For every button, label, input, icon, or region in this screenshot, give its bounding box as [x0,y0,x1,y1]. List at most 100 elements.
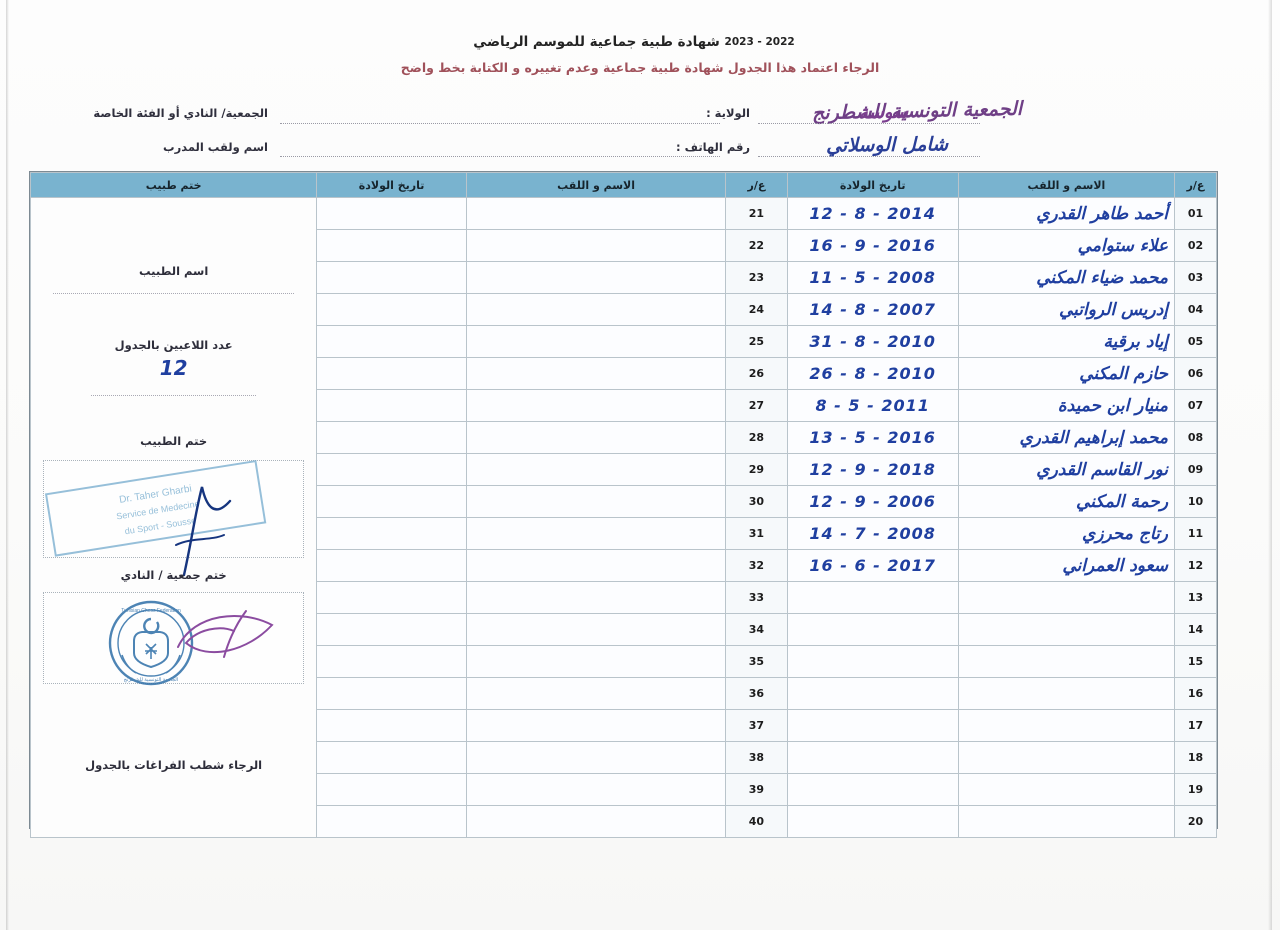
cell-name-right[interactable] [957,645,1176,678]
cell-name-left[interactable] [465,677,727,710]
cell-name-left[interactable] [465,389,727,422]
club-stamp-box[interactable]: Tunisian Chess Federation الجامعة التونس… [43,592,305,686]
cell-num-left[interactable]: 30 [725,485,788,518]
cell-name-right[interactable] [957,677,1176,710]
cell-name-left[interactable] [465,773,727,806]
cell-num-right[interactable]: 15 [1174,645,1217,678]
cell-dob-right[interactable]: 2016 - 9 - 16 [786,229,959,262]
cell-name-right[interactable] [957,773,1176,806]
cell-num-left[interactable]: 26 [725,357,788,390]
cell-dob-right[interactable]: 2008 - 7 - 14 [786,517,959,550]
cell-name-right[interactable]: منيار ابن حميدة [957,389,1176,422]
cell-name-left[interactable] [465,645,727,678]
cell-num-left[interactable]: 21 [725,197,788,230]
cell-name-right[interactable]: محمد ضياء المكني [957,261,1176,294]
cell-num-right[interactable]: 02 [1174,229,1217,262]
cell-dob-left[interactable] [316,197,467,230]
cell-dob-right[interactable]: 2018 - 9 - 12 [786,453,959,486]
cell-dob-right[interactable]: 2016 - 5 - 13 [786,421,959,454]
cell-dob-left[interactable] [316,741,467,774]
cell-name-right[interactable]: نور القاسم القدري [957,453,1176,486]
cell-num-right[interactable]: 12 [1174,549,1217,582]
cell-dob-right[interactable] [786,645,959,678]
cell-name-left[interactable] [465,741,727,774]
cell-dob-left[interactable] [316,485,467,518]
cell-num-left[interactable]: 22 [725,229,788,262]
cell-dob-left[interactable] [316,773,467,806]
cell-name-right[interactable]: محمد إبراهيم القدري [957,421,1176,454]
cell-name-left[interactable] [465,581,727,614]
cell-name-left[interactable] [465,805,727,838]
cell-dob-right[interactable]: 2007 - 8 - 14 [786,293,959,326]
cell-name-right[interactable]: حازم المكني [957,357,1176,390]
cell-name-right[interactable]: رتاج محرزي [957,517,1176,550]
cell-dob-left[interactable] [316,549,467,582]
state-input-line[interactable] [758,122,980,124]
cell-num-left[interactable]: 23 [725,261,788,294]
cell-num-right[interactable]: 13 [1174,581,1217,614]
cell-name-left[interactable] [465,421,727,454]
doctor-stamp-box[interactable]: Dr. Taher Gharbi Service de Medecine du … [43,459,305,577]
club-value[interactable]: الجمعية التونسية للشطرنج [811,97,1023,125]
state-value[interactable]: سوسة [858,101,909,124]
cell-num-left[interactable]: 35 [725,645,788,678]
cell-name-right[interactable] [957,613,1176,646]
cell-name-right[interactable] [957,805,1176,838]
cell-name-right[interactable]: سعود العمراني [957,549,1176,582]
cell-num-right[interactable]: 19 [1174,773,1217,806]
cell-dob-left[interactable] [316,421,467,454]
cell-num-right[interactable]: 08 [1174,421,1217,454]
cell-dob-right[interactable]: 2011 - 5 - 8 [786,389,959,422]
cell-name-left[interactable] [465,709,727,742]
cell-dob-left[interactable] [316,517,467,550]
cell-num-right[interactable]: 18 [1174,741,1217,774]
cell-num-left[interactable]: 37 [725,709,788,742]
coach-value[interactable]: شامل الوسلاتي [825,133,949,157]
cell-dob-right[interactable]: 2014 - 8 - 12 [786,197,959,230]
cell-num-right[interactable]: 17 [1174,709,1217,742]
cell-name-right[interactable] [957,581,1176,614]
cell-name-right[interactable]: إياد برقية [957,325,1176,358]
cell-num-right[interactable]: 09 [1174,453,1217,486]
cell-dob-left[interactable] [316,581,467,614]
cell-dob-left[interactable] [316,229,467,262]
cell-name-left[interactable] [465,357,727,390]
cell-num-left[interactable]: 31 [725,517,788,550]
cell-dob-right[interactable] [786,805,959,838]
cell-dob-left[interactable] [316,645,467,678]
doctor-name-line[interactable] [53,292,295,294]
cell-num-left[interactable]: 39 [725,773,788,806]
cell-name-left[interactable] [465,229,727,262]
cell-dob-left[interactable] [316,613,467,646]
cell-dob-right[interactable] [786,773,959,806]
cell-dob-left[interactable] [316,325,467,358]
coach-input-line[interactable] [280,155,720,157]
cell-num-right[interactable]: 05 [1174,325,1217,358]
cell-name-right[interactable]: علاء ستوامي [957,229,1176,262]
cell-dob-right[interactable] [786,581,959,614]
cell-dob-left[interactable] [316,805,467,838]
cell-name-left[interactable] [465,293,727,326]
cell-dob-right[interactable]: 2008 - 5 - 11 [786,261,959,294]
club-input-line[interactable] [280,122,720,124]
cell-num-left[interactable]: 34 [725,613,788,646]
cell-num-right[interactable]: 11 [1174,517,1217,550]
cell-num-left[interactable]: 32 [725,549,788,582]
cell-dob-right[interactable] [786,677,959,710]
cell-name-left[interactable] [465,453,727,486]
cell-dob-left[interactable] [316,357,467,390]
cell-num-left[interactable]: 36 [725,677,788,710]
cell-dob-right[interactable]: 2006 - 9 - 12 [786,485,959,518]
cell-num-left[interactable]: 29 [725,453,788,486]
cell-dob-left[interactable] [316,709,467,742]
cell-dob-right[interactable]: 2017 - 6 - 16 [786,549,959,582]
cell-name-left[interactable] [465,485,727,518]
cell-name-right[interactable]: أحمد طاهر القدري [957,197,1176,230]
cell-dob-right[interactable] [786,741,959,774]
cell-dob-left[interactable] [316,677,467,710]
player-count-line[interactable] [91,394,257,396]
cell-num-right[interactable]: 16 [1174,677,1217,710]
cell-name-left[interactable] [465,517,727,550]
cell-num-right[interactable]: 01 [1174,197,1217,230]
cell-num-right[interactable]: 07 [1174,389,1217,422]
